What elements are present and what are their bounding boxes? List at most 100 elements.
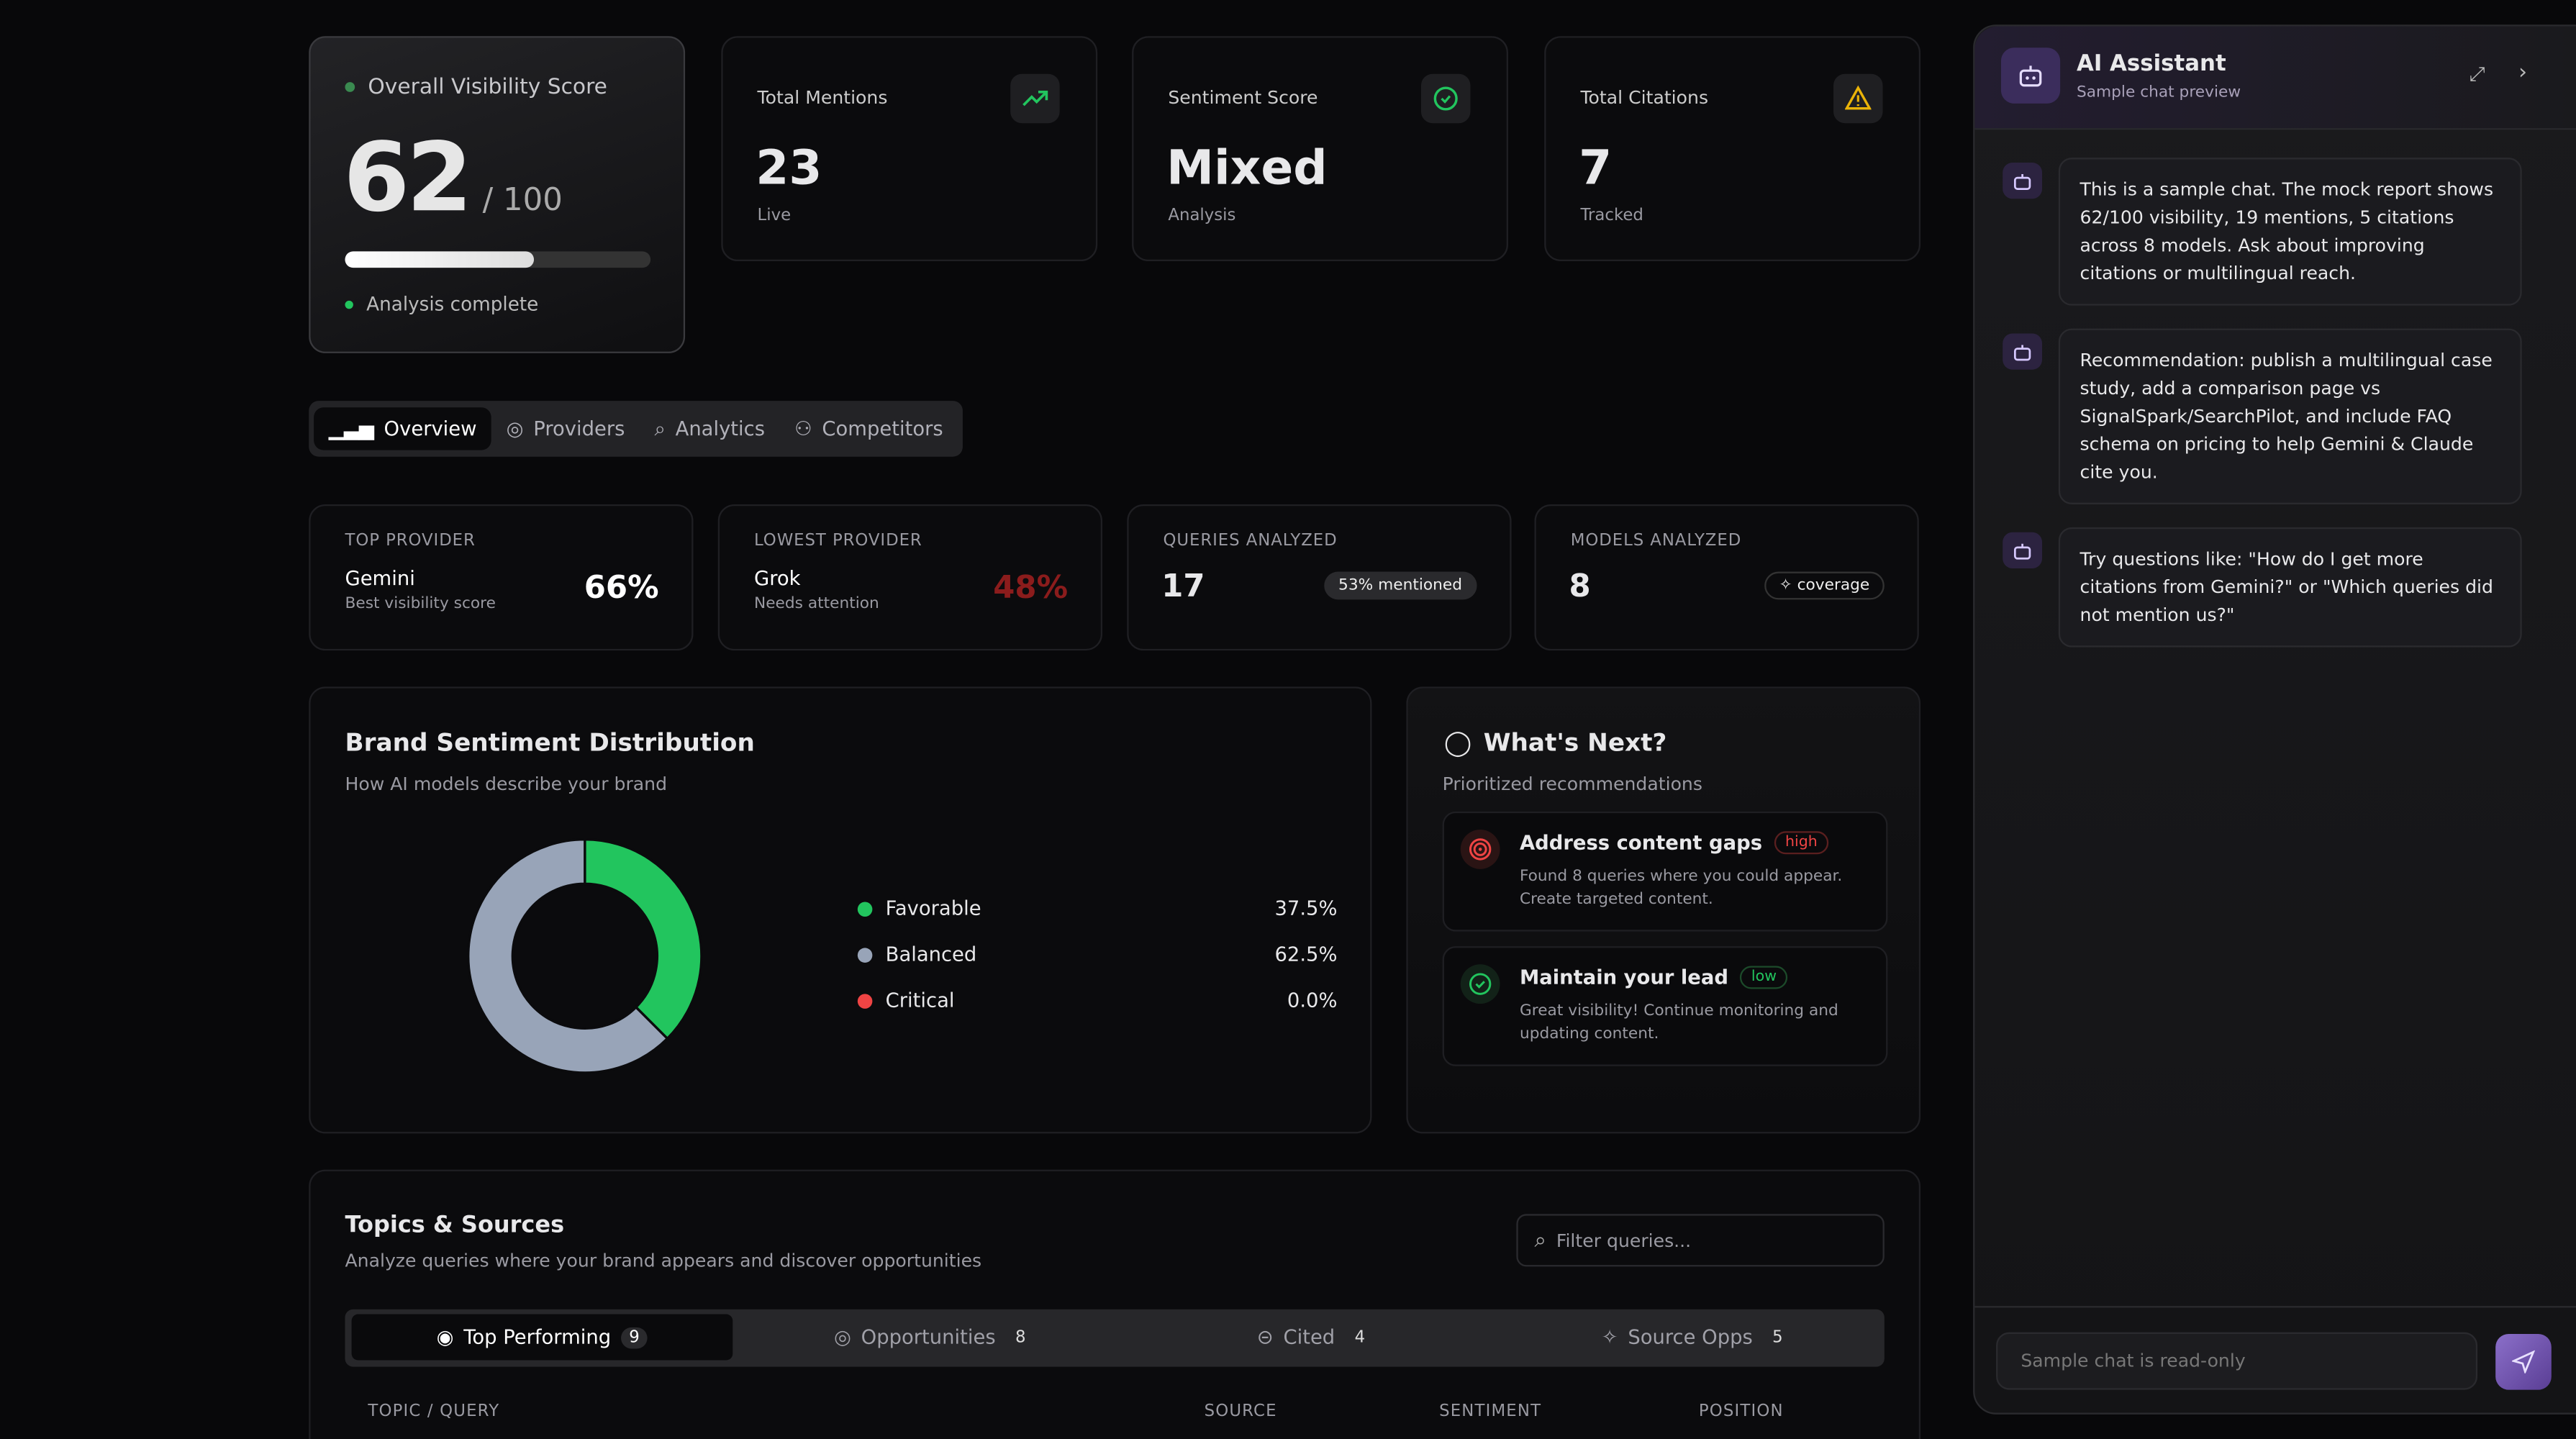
stat-label: QUERIES ANALYZED	[1163, 532, 1338, 550]
sparkles-icon: ✧	[1779, 576, 1797, 595]
rec-title: Address content gaps	[1519, 831, 1763, 855]
subtab-source-opps[interactable]: ✧ Source Opps 5	[1502, 1315, 1883, 1361]
tab-label: Competitors	[822, 417, 943, 440]
lightbulb-icon: ◯	[1443, 727, 1472, 758]
chat-input[interactable]: Sample chat is read-only	[1996, 1332, 2478, 1390]
sparkles-icon: ✧	[1601, 1325, 1618, 1349]
score-value: 62	[343, 121, 473, 234]
status-dot	[345, 300, 353, 309]
donut-slice-favorable	[584, 838, 703, 1040]
tab-label: Analytics	[675, 417, 766, 440]
panel-title: What's Next?	[1483, 727, 1667, 758]
metric-card-citations: Total Citations 7 Tracked	[1544, 36, 1921, 262]
target-icon: ◎	[834, 1325, 851, 1349]
column-header-topic[interactable]: TOPIC / QUERY	[368, 1402, 500, 1421]
rec-header: Address content gaps high	[1519, 831, 1829, 855]
check-circle-icon	[1420, 73, 1471, 124]
rec-desc-line: Found 8 queries where you could appear.	[1519, 867, 1843, 886]
legend-label: Critical	[885, 989, 955, 1012]
chat-messages: This is a sample chat. The mock report s…	[2003, 158, 2522, 648]
topics-panel: Topics & Sources Analyze queries where y…	[309, 1169, 1921, 1439]
metric-title: Sentiment Score	[1168, 87, 1318, 109]
target-icon: ◎	[506, 417, 524, 440]
bot-icon	[2003, 532, 2043, 568]
tab-analytics[interactable]: ⌕ Analytics	[640, 407, 780, 450]
eye-icon: ◉	[436, 1325, 454, 1349]
donut-slice-balanced	[467, 837, 669, 1074]
metric-title: Total Citations	[1580, 87, 1709, 109]
sentiment-legend: Favorable 37.5% Balanced 62.5% Critical 0.0…	[857, 896, 1338, 1061]
search-icon: ⌕	[1534, 1227, 1547, 1253]
chevron-right-icon[interactable]: ›	[2518, 60, 2528, 86]
filter-queries-input[interactable]: ⌕ Filter queries...	[1516, 1214, 1885, 1267]
rec-desc-line: Create targeted content.	[1519, 890, 1713, 909]
chat-message: Try questions like: "How do I get more c…	[2058, 527, 2522, 648]
legend-critical: Critical 0.0%	[857, 989, 1338, 1012]
panel-subtitle: Analyze queries where your brand appears…	[345, 1250, 982, 1272]
recommendation-item[interactable]: Maintain your lead low Great visibility!…	[1442, 946, 1888, 1066]
panel-title: Topics & Sources	[345, 1212, 565, 1239]
column-header-position[interactable]: POSITION	[1698, 1402, 1784, 1421]
stat-label: LOWEST PROVIDER	[753, 532, 922, 550]
assistant-title: AI Assistant	[2076, 50, 2226, 78]
subtab-cited[interactable]: ⊝ Cited 4	[1120, 1315, 1502, 1361]
metric-card-sentiment: Sentiment Score Mixed Analysis	[1132, 36, 1508, 262]
subtab-opportunities[interactable]: ◎ Opportunities 8	[739, 1315, 1120, 1361]
search-icon: ⌕	[654, 416, 666, 440]
legend-swatch	[857, 993, 873, 1008]
subtab-count: 4	[1354, 1327, 1366, 1347]
stat-top-provider: TOP PROVIDER Gemini Best visibility scor…	[309, 504, 694, 651]
chat-row: This is a sample chat. The mock report s…	[2003, 158, 2522, 306]
legend-value: 62.5%	[1274, 943, 1338, 966]
stat-lowest-provider: LOWEST PROVIDER Grok Needs attention 48%	[717, 504, 1103, 651]
bot-icon	[2003, 333, 2043, 370]
send-icon	[2512, 1350, 2535, 1374]
visibility-score-card: Overall Visibility Score 62 / 100 Analys…	[309, 36, 686, 353]
legend-swatch	[857, 901, 873, 916]
subtab-top-performing[interactable]: ◉ Top Performing 9	[351, 1314, 733, 1361]
rec-desc-line: Great visibility! Continue monitoring an…	[1519, 1002, 1838, 1020]
sentiment-panel: Brand Sentiment Distribution How AI mode…	[309, 686, 1372, 1134]
score-title: Overall Visibility Score	[368, 76, 607, 101]
metric-value: 7	[1579, 140, 1613, 196]
score-progress-fill	[345, 251, 535, 268]
score-max: / 100	[482, 182, 563, 219]
input-placeholder: Filter queries...	[1556, 1229, 1692, 1251]
column-header-source[interactable]: SOURCE	[1204, 1402, 1277, 1421]
divider	[1974, 1306, 2576, 1308]
whats-next-panel: ◯ What's Next? Prioritized recommendatio…	[1406, 686, 1921, 1134]
warning-triangle-icon	[1833, 73, 1883, 124]
metric-sub: Live	[757, 206, 792, 225]
tab-providers[interactable]: ◎ Providers	[491, 407, 640, 450]
tab-overview[interactable]: ▁▃▅ Overview	[314, 407, 492, 450]
subtab-label: Source Opps	[1628, 1325, 1753, 1349]
stat-models: MODELS ANALYZED 8 ✧ coverage	[1534, 504, 1919, 651]
metric-sub: Analysis	[1168, 206, 1236, 225]
tab-label: Providers	[533, 417, 625, 440]
rec-desc-line: updating content.	[1519, 1025, 1659, 1043]
users-icon: ⚇	[794, 417, 812, 440]
trending-up-icon	[1010, 73, 1060, 124]
stat-label: TOP PROVIDER	[345, 532, 476, 550]
legend-favorable: Favorable 37.5%	[857, 896, 1338, 920]
bar-chart-icon: ▁▃▅	[328, 417, 374, 440]
expand-icon[interactable]: ⤢	[2469, 62, 2485, 86]
legend-swatch	[857, 947, 873, 962]
send-button[interactable]	[2495, 1333, 2552, 1390]
target-icon	[1460, 830, 1500, 869]
tab-competitors[interactable]: ⚇ Competitors	[780, 407, 958, 450]
subtab-count: 5	[1772, 1327, 1783, 1347]
sentiment-donut-chart	[467, 837, 703, 1074]
input-placeholder: Sample chat is read-only	[2021, 1350, 2246, 1372]
legend-label: Favorable	[885, 896, 981, 920]
chat-message: Recommendation: publish a multilingual c…	[2058, 328, 2522, 504]
badge-label: coverage	[1797, 576, 1870, 595]
priority-badge: high	[1774, 831, 1829, 855]
stat-value: 17	[1161, 568, 1205, 605]
chat-row: Recommendation: publish a multilingual c…	[2003, 328, 2522, 504]
recommendation-item[interactable]: Address content gaps high Found 8 querie…	[1442, 811, 1888, 932]
column-header-sentiment[interactable]: SENTIMENT	[1439, 1402, 1542, 1421]
bot-icon	[2003, 163, 2043, 199]
rec-title: Maintain your lead	[1519, 966, 1728, 989]
legend-value: 37.5%	[1274, 896, 1338, 920]
